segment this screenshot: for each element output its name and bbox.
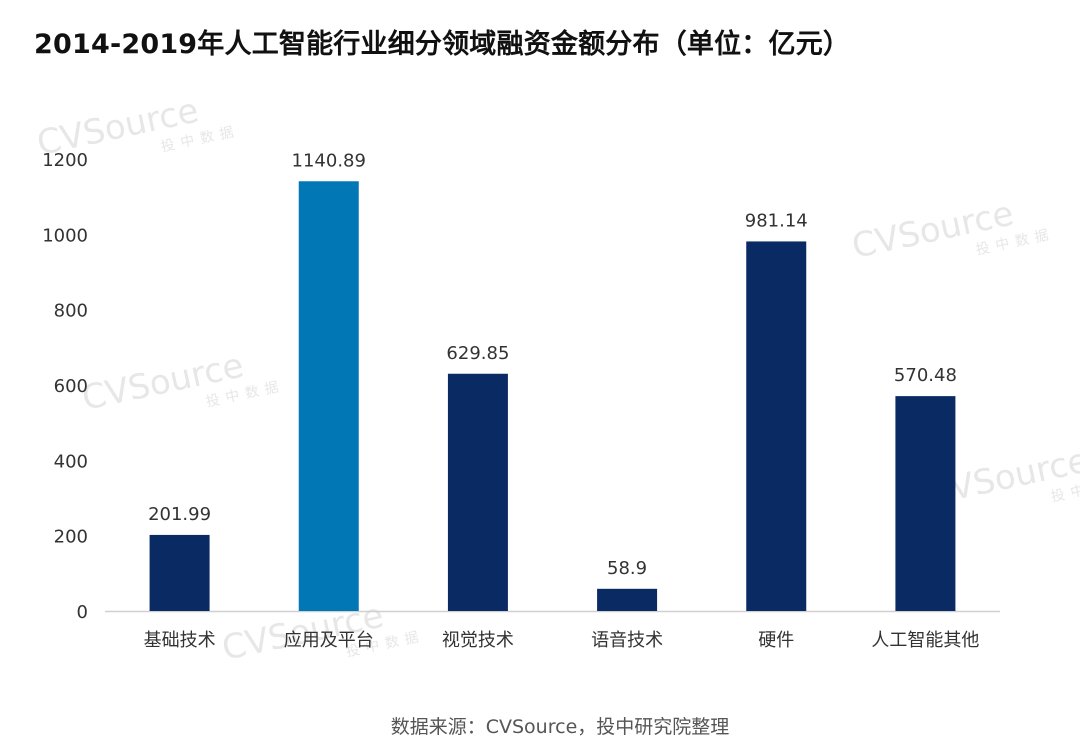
x-tick-label: 语音技术 (591, 630, 663, 651)
chart-title: 2014-2019年人工智能行业细分领域融资金额分布（单位：亿元） (34, 29, 851, 60)
x-tick-label: 基础技术 (144, 630, 216, 651)
watermark-brand: CVSource (849, 194, 1018, 267)
bar-3 (597, 588, 658, 611)
source-note: 数据来源：CVSource，投中研究院整理 (390, 716, 730, 738)
y-tick-label: 1200 (42, 150, 88, 171)
x-tick-label: 硬件 (758, 630, 794, 651)
data-label: 58.9 (607, 558, 647, 579)
bar-2 (447, 373, 508, 611)
data-label: 981.14 (745, 210, 808, 231)
y-tick-label: 600 (54, 376, 88, 397)
y-tick-label: 1000 (42, 225, 88, 246)
bar-0 (149, 534, 210, 611)
bar-4 (746, 241, 807, 612)
data-label: 1140.89 (292, 150, 366, 171)
bar-5 (895, 396, 956, 611)
y-tick-label: 0 (77, 602, 88, 623)
data-label: 570.48 (894, 365, 957, 386)
y-tick-label: 200 (54, 527, 88, 548)
y-tick-label: 800 (54, 301, 88, 322)
data-label: 629.85 (446, 343, 509, 364)
bar-1 (298, 181, 359, 611)
x-tick-label: 人工智能其他 (871, 630, 979, 651)
y-tick-label: 400 (54, 451, 88, 472)
watermark-brand: CVSource (79, 346, 248, 419)
data-label: 201.99 (148, 504, 211, 525)
x-tick-label: 应用及平台 (284, 630, 374, 651)
x-tick-label: 视觉技术 (442, 630, 514, 651)
